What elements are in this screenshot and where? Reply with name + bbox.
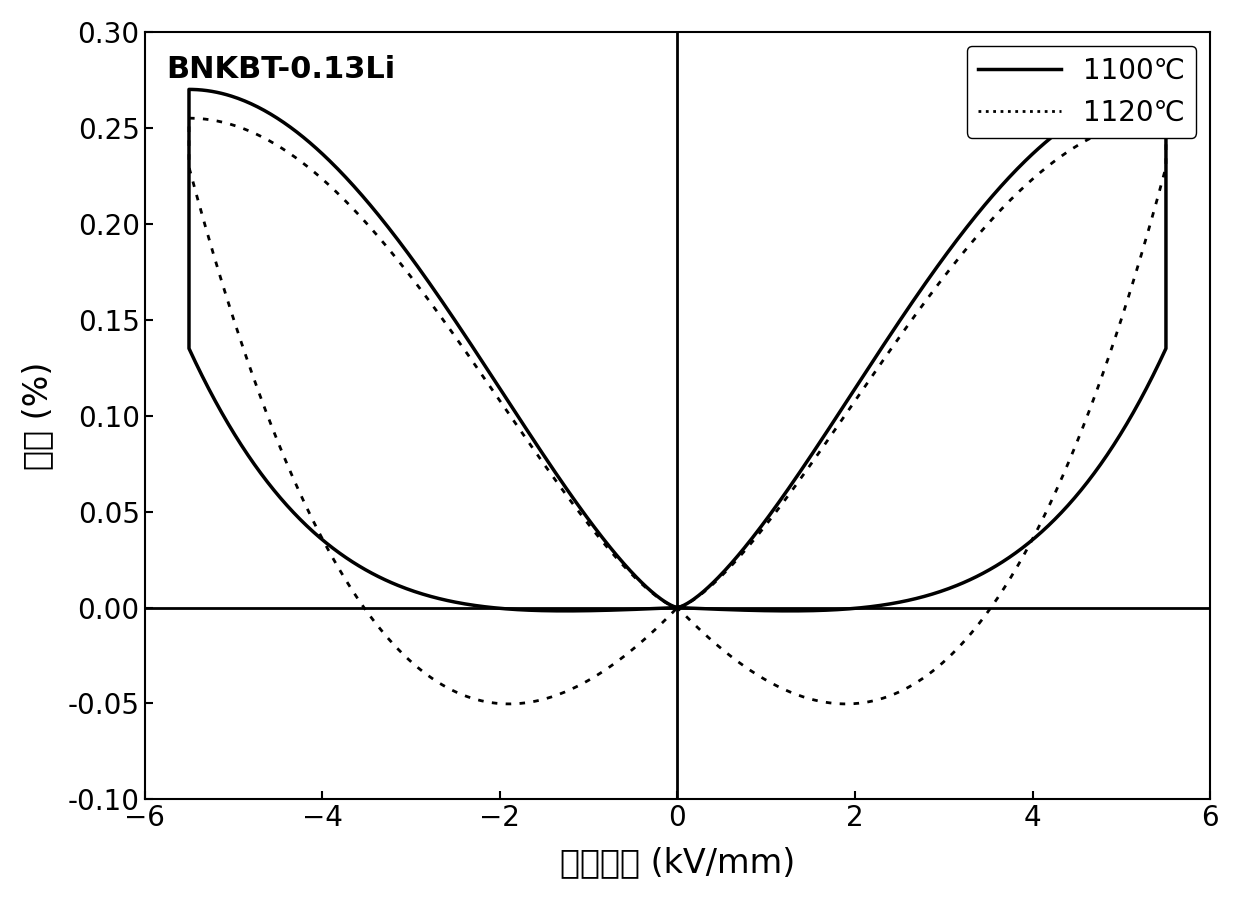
1120℃ xyxy=(618,562,632,573)
1120℃ xyxy=(1158,112,1173,123)
1100℃ xyxy=(797,606,812,616)
1120℃ xyxy=(999,198,1014,209)
1100℃ xyxy=(930,261,945,272)
1100℃ xyxy=(670,602,684,613)
1100℃ xyxy=(577,508,591,519)
1100℃ xyxy=(782,606,797,616)
1100℃ xyxy=(999,174,1014,184)
1100℃ xyxy=(670,602,684,613)
1120℃ xyxy=(670,602,684,613)
1120℃ xyxy=(577,514,591,525)
Line: 1100℃: 1100℃ xyxy=(188,89,1166,611)
1100℃ xyxy=(618,560,632,571)
1100℃ xyxy=(987,562,1002,572)
Legend: 1100℃, 1120℃: 1100℃, 1120℃ xyxy=(967,46,1197,138)
1100℃ xyxy=(1158,84,1173,94)
1120℃ xyxy=(930,280,945,291)
1120℃ xyxy=(838,698,853,709)
Line: 1120℃: 1120℃ xyxy=(188,118,1166,704)
1120℃ xyxy=(796,691,811,702)
Y-axis label: 应变 (%): 应变 (%) xyxy=(21,362,53,470)
1120℃ xyxy=(670,602,684,613)
X-axis label: 电场强度 (kV/mm): 电场强度 (kV/mm) xyxy=(559,846,795,879)
Text: BNKBT-0.13Li: BNKBT-0.13Li xyxy=(166,55,396,84)
1120℃ xyxy=(987,598,1002,608)
